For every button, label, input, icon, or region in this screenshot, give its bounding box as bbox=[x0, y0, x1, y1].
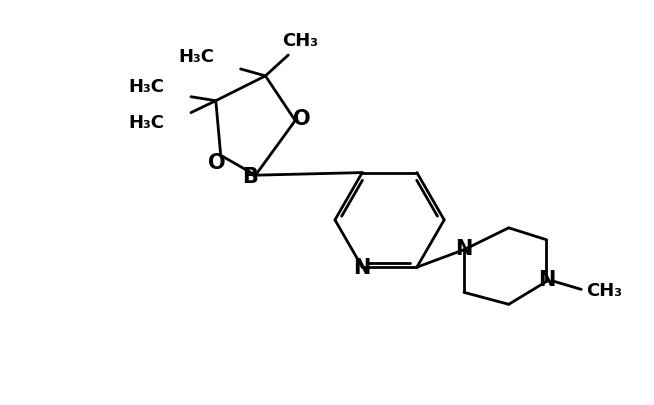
Text: O: O bbox=[208, 153, 226, 173]
Text: H₃C: H₃C bbox=[128, 78, 164, 96]
Text: H₃C: H₃C bbox=[128, 113, 164, 132]
Text: O: O bbox=[294, 109, 311, 128]
Text: H₃C: H₃C bbox=[178, 48, 214, 66]
Text: N: N bbox=[354, 258, 371, 278]
Text: N: N bbox=[455, 239, 473, 259]
Text: CH₃: CH₃ bbox=[282, 32, 318, 50]
Text: CH₃: CH₃ bbox=[586, 282, 622, 301]
Text: B: B bbox=[243, 167, 258, 187]
Text: N: N bbox=[538, 271, 555, 290]
